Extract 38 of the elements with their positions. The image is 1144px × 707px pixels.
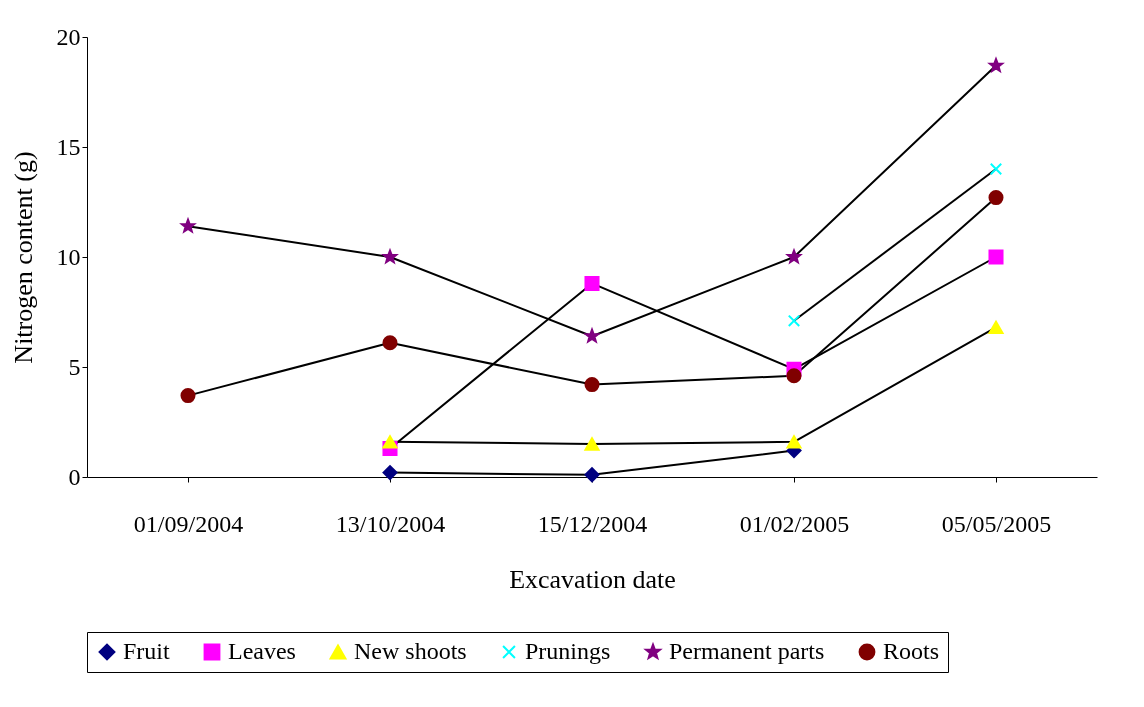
point [584, 328, 600, 343]
point [584, 275, 600, 291]
y-tick-label: 10 [56, 243, 81, 270]
x-tick-label: 05/05/2005 [941, 510, 1052, 537]
legend-label: Permanent parts [669, 638, 825, 664]
point [786, 435, 802, 449]
point [988, 58, 1004, 72]
y-tick-label: 20 [56, 23, 81, 50]
point [382, 249, 398, 264]
y-tick-label: 0 [68, 463, 81, 490]
point [988, 190, 1004, 206]
point [584, 377, 600, 393]
x-axis-title: Excavation date [509, 564, 676, 594]
x-tick-label: 01/02/2005 [739, 510, 850, 537]
x-tick-label: 13/10/2004 [335, 510, 446, 537]
legend-label: Leaves [228, 638, 296, 664]
point [382, 335, 398, 351]
legend-label: Prunings [525, 638, 611, 664]
y-axis-title: Nitrogen content (g) [8, 151, 38, 364]
point [584, 437, 600, 451]
legend-label: Fruit [123, 638, 171, 664]
point [786, 368, 802, 384]
x-tick-label: 01/09/2004 [133, 510, 244, 537]
legend-label: New shoots [354, 638, 467, 664]
x-tick-label: 15/12/2004 [537, 510, 648, 537]
legend-label: Roots [883, 638, 940, 664]
point [180, 218, 196, 233]
point [584, 467, 600, 483]
point [988, 320, 1004, 335]
point [382, 465, 398, 481]
point [787, 314, 801, 328]
point [786, 249, 802, 264]
point [989, 162, 1003, 176]
y-tick-label: 15 [56, 133, 81, 160]
point [382, 435, 398, 449]
point [988, 249, 1004, 265]
y-tick-label: 5 [68, 353, 81, 380]
point [180, 388, 196, 404]
